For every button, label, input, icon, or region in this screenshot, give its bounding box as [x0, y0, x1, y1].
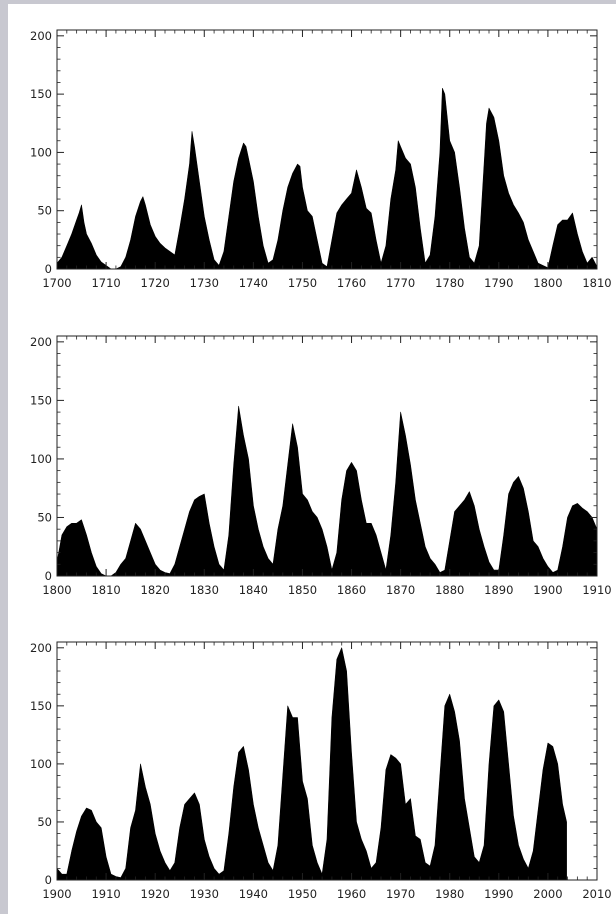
x-tick-label: 2000	[533, 887, 562, 901]
y-tick-label: 200	[30, 335, 52, 349]
x-tick-label: 1820	[141, 583, 170, 597]
x-tick-label: 1740	[239, 276, 268, 290]
x-tick-label: 1790	[484, 276, 513, 290]
x-tick-label: 1950	[288, 887, 317, 901]
x-tick-label: 1930	[190, 887, 219, 901]
x-tick-label: 1700	[42, 276, 71, 290]
y-tick-label: 150	[30, 699, 52, 713]
x-tick-label: 1890	[484, 583, 513, 597]
y-tick-label: 150	[30, 87, 52, 101]
x-tick-label: 1830	[190, 583, 219, 597]
figure: 1700 1710 1720 1730 1740 1750 1760 1770 1780 1790…	[8, 4, 616, 914]
x-tick-label: 1760	[337, 276, 366, 290]
x-tick-label: 1900	[533, 583, 562, 597]
y-tick-label: 150	[30, 393, 52, 407]
y-tick-label: 200	[30, 641, 52, 655]
y-tick-label: 0	[45, 873, 52, 887]
chart-panel-1: 1700 1710 1720 1730 1740 1750 1760 1770 1780 1790…	[30, 29, 612, 290]
chart-panel-3: 1900 1910 1920 1930 1940 1950 1960 1970 1980 1990…	[30, 641, 612, 901]
x-tick-label: 1720	[141, 276, 170, 290]
x-tick-label: 1710	[91, 276, 120, 290]
plot-frame	[56, 641, 598, 881]
x-tick-label: 1800	[533, 276, 562, 290]
chart-panel-2: 1800 1810 1820 1830 1840 1850 1860 1870 1880 1890…	[30, 335, 612, 597]
x-tick-label: 1730	[190, 276, 219, 290]
y-tick-label: 50	[37, 510, 52, 524]
x-tick-label: 1910	[91, 887, 120, 901]
y-tick-label: 0	[45, 262, 52, 276]
x-tick-label: 1970	[386, 887, 415, 901]
plot-frame	[56, 29, 598, 270]
y-tick-label: 100	[30, 145, 52, 159]
y-tick-label: 100	[30, 757, 52, 771]
x-tick-label: 1810	[91, 583, 120, 597]
y-tick-label: 100	[30, 452, 52, 466]
y-tick-label: 50	[37, 815, 52, 829]
x-tick-label: 1910	[582, 583, 611, 597]
x-tick-label: 1850	[288, 583, 317, 597]
sunspot-chart-panels: 1700 1710 1720 1730 1740 1750 1760 1770 1780 1790…	[8, 4, 616, 914]
x-tick-label: 1870	[386, 583, 415, 597]
x-tick-label: 1750	[288, 276, 317, 290]
series-area-1	[56, 405, 598, 577]
x-tick-label: 1960	[337, 887, 366, 901]
series-area-1	[56, 647, 567, 881]
x-tick-label: 1860	[337, 583, 366, 597]
x-tick-label: 1920	[141, 887, 170, 901]
y-tick-label: 200	[30, 29, 52, 43]
x-tick-label: 1770	[386, 276, 415, 290]
x-tick-label: 1840	[239, 583, 268, 597]
x-tick-label: 1900	[42, 887, 71, 901]
x-tick-label: 1990	[484, 887, 513, 901]
x-tick-label: 1810	[582, 276, 611, 290]
plot-frame	[56, 335, 598, 577]
x-tick-label: 1980	[435, 887, 464, 901]
x-tick-label: 1800	[42, 583, 71, 597]
x-tick-label: 1940	[239, 887, 268, 901]
series-area-1	[56, 88, 598, 270]
x-tick-label: 1880	[435, 583, 464, 597]
x-tick-label: 1780	[435, 276, 464, 290]
y-tick-label: 0	[45, 569, 52, 583]
y-tick-label: 50	[37, 204, 52, 218]
x-tick-label: 2010	[582, 887, 611, 901]
figure-background	[8, 4, 616, 914]
